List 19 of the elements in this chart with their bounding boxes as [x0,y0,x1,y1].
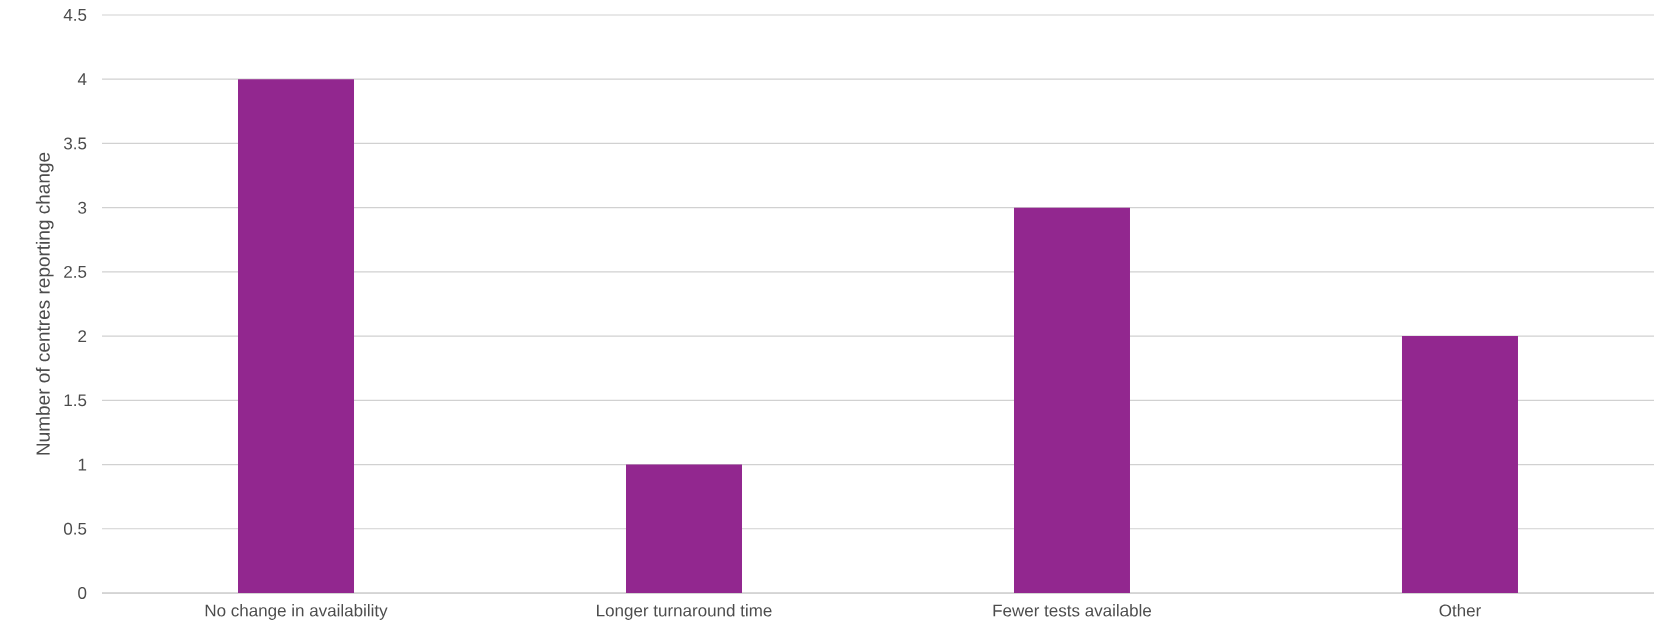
y-tick-label: 3.5 [63,137,87,150]
x-tick-label: Longer turnaround time [597,604,772,620]
bar [626,464,743,593]
x-tick-label: Other [1439,604,1481,617]
x-tick-label: No change in availability [205,604,388,620]
y-tick-label: 2 [78,330,87,343]
bar [1401,336,1518,593]
y-tick-label: 2.5 [64,265,87,278]
y-tick-label: 1 [78,458,87,471]
y-tick-label: 1.5 [64,394,87,407]
y-tick-label: 0.5 [63,522,87,535]
y-tick-label: 4 [77,73,87,86]
bar [238,79,355,593]
y-tick-label: 4.5 [63,9,87,21]
y-tick-label: 3 [78,201,87,214]
y-tick-label: 0 [78,586,87,599]
x-tick-label: Fewer tests available [993,604,1152,617]
y-axis-title: Number of centres reporting change [35,152,54,455]
bar [1014,207,1130,593]
